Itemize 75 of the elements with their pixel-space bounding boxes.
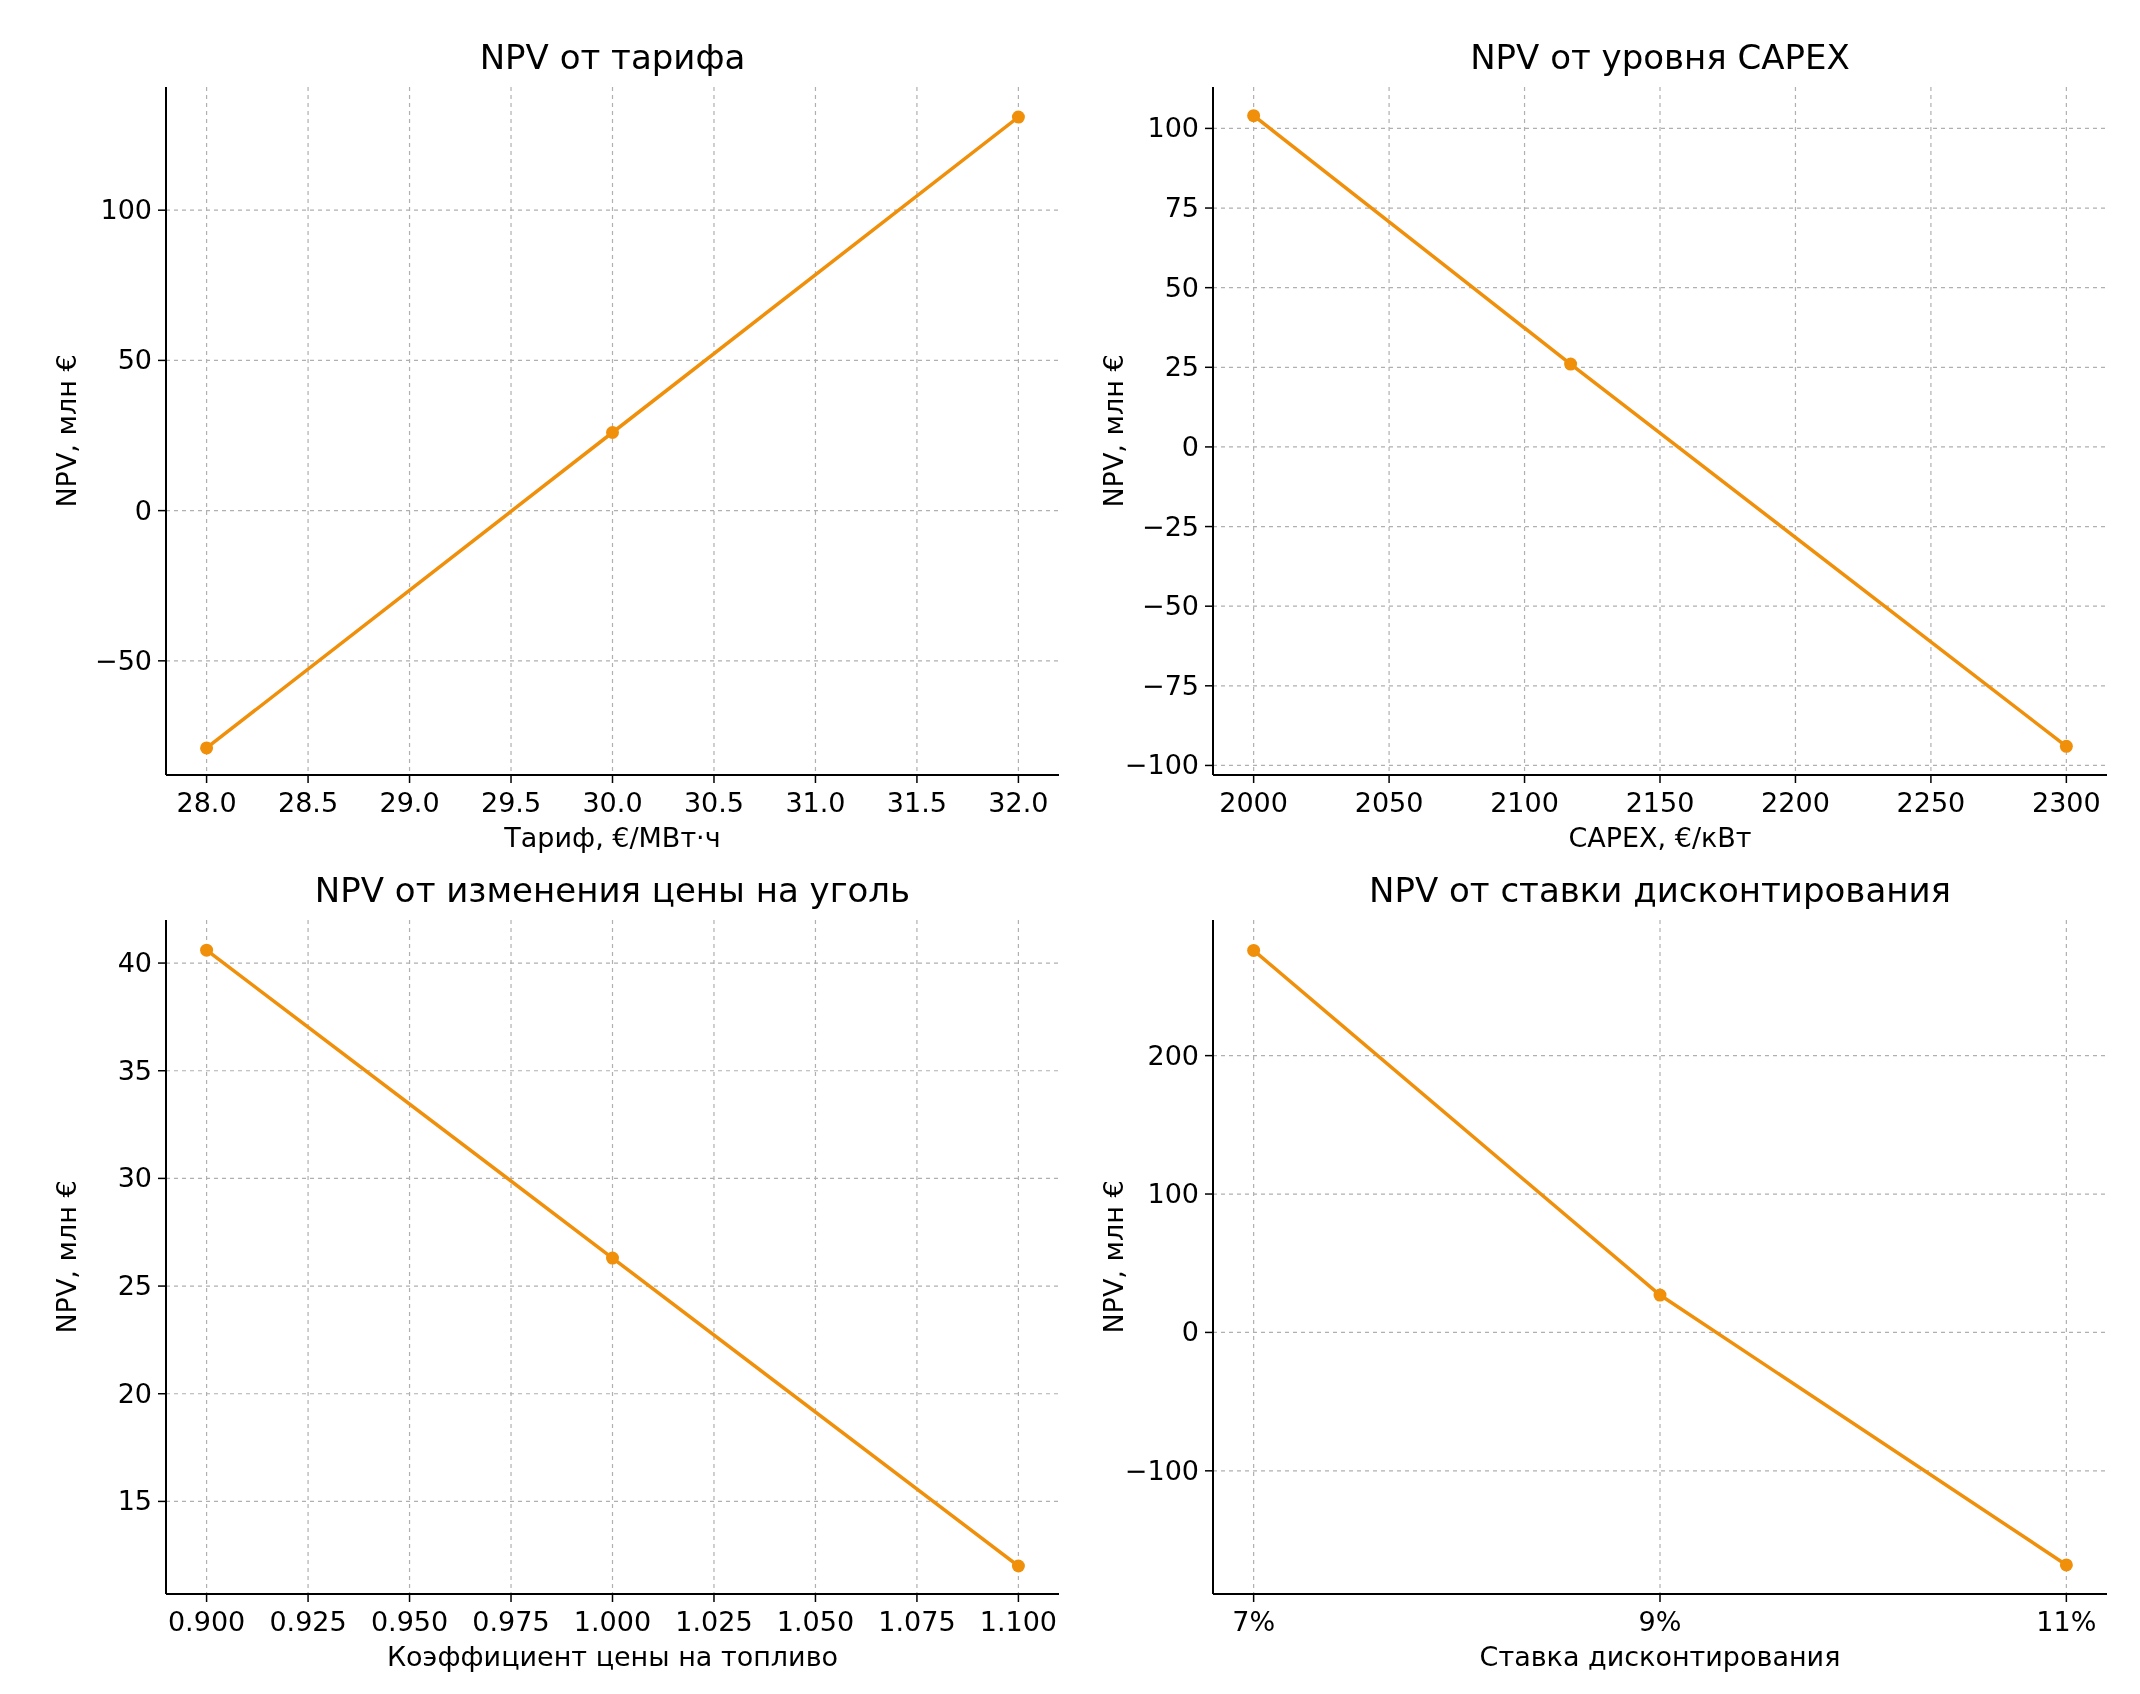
y-tick-label: 20 xyxy=(117,1377,152,1409)
y-tick-label: 50 xyxy=(117,344,152,376)
y-tick-label: 35 xyxy=(117,1054,152,1086)
y-tick-label: 0 xyxy=(1181,430,1199,462)
x-tick-label: 1.100 xyxy=(979,1606,1058,1637)
point xyxy=(1247,943,1261,957)
x-tick-label: 31.5 xyxy=(886,787,947,818)
x-tick-label: 28.0 xyxy=(176,787,237,818)
y-tick-label: 0 xyxy=(134,494,152,526)
y-tick-label: 25 xyxy=(117,1270,152,1302)
y-tick-label: 100 xyxy=(100,194,152,226)
y-tick-label: −50 xyxy=(1142,590,1199,622)
point xyxy=(2059,1558,2073,1572)
chart-title: NPV от тарифа xyxy=(479,37,746,77)
y-axis-title: NPV, млн € xyxy=(1098,354,1129,508)
y-tick-label: −75 xyxy=(1142,669,1199,701)
x-tick-label: 29.5 xyxy=(480,787,542,818)
y-tick-label: 40 xyxy=(117,947,152,979)
x-tick-label: 11% xyxy=(2036,1606,2097,1637)
x-tick-label: 1.050 xyxy=(776,1606,855,1637)
x-axis-title: Тариф, €/МВт·ч xyxy=(503,822,721,853)
point xyxy=(1011,1559,1025,1573)
y-tick-label: 100 xyxy=(1147,1178,1199,1210)
y-axis-title: NPV, млн € xyxy=(51,354,82,508)
x-tick-label: 2100 xyxy=(1490,787,1559,818)
y-tick-label: 0 xyxy=(1181,1316,1199,1348)
x-tick-label: 2150 xyxy=(1625,787,1695,818)
y-tick-label: 15 xyxy=(117,1485,152,1517)
y-tick-label: 200 xyxy=(1147,1039,1199,1071)
point xyxy=(1653,1288,1667,1302)
point xyxy=(606,426,619,439)
x-tick-label: 0.950 xyxy=(370,1606,449,1637)
x-tick-label: 31.0 xyxy=(785,787,846,818)
point xyxy=(200,741,214,755)
x-tick-label: 2250 xyxy=(1896,787,1966,818)
x-tick-label: 1.000 xyxy=(573,1606,652,1637)
x-axis-title: Коэффициент цены на топливо xyxy=(386,1641,839,1672)
point xyxy=(1564,357,1578,371)
x-tick-label: 29.0 xyxy=(379,787,440,818)
chart-title: NPV от ставки дисконтирования xyxy=(1368,870,1952,910)
y-tick-label: 25 xyxy=(1164,351,1199,383)
x-tick-label: 2050 xyxy=(1354,787,1424,818)
point xyxy=(606,1251,619,1265)
x-tick-label: 1.075 xyxy=(878,1606,956,1637)
x-tick-label: 0.925 xyxy=(269,1606,347,1637)
x-tick-label: 7% xyxy=(1232,1606,1276,1637)
x-tick-label: 30.0 xyxy=(582,787,643,818)
y-axis-title: NPV, млн € xyxy=(1098,1180,1129,1334)
x-tick-label: 9% xyxy=(1638,1606,1682,1637)
x-axis-title: CAPEX, €/кВт xyxy=(1568,822,1752,853)
y-tick-label: −100 xyxy=(1124,749,1199,781)
point xyxy=(1247,109,1261,123)
point xyxy=(200,943,214,957)
y-tick-label: 100 xyxy=(1147,112,1199,144)
x-tick-label: 28.5 xyxy=(278,787,339,818)
point xyxy=(2059,739,2073,753)
x-axis-title: Ставка дисконтирования xyxy=(1479,1641,1841,1672)
y-tick-label: 50 xyxy=(1164,271,1199,303)
chart-title: NPV от изменения цены на уголь xyxy=(314,870,911,910)
y-tick-label: −50 xyxy=(95,644,152,676)
x-tick-label: 32.0 xyxy=(988,787,1049,818)
x-tick-label: 30.5 xyxy=(683,787,745,818)
y-tick-label: 30 xyxy=(117,1162,152,1194)
y-tick-label: −100 xyxy=(1124,1454,1199,1486)
x-tick-label: 1.025 xyxy=(675,1606,753,1637)
x-tick-label: 2300 xyxy=(2032,787,2101,818)
x-tick-label: 0.900 xyxy=(167,1606,246,1637)
chart-title: NPV от уровня CAPEX xyxy=(1470,37,1850,77)
x-tick-label: 0.975 xyxy=(472,1606,550,1637)
x-tick-label: 2000 xyxy=(1219,787,1288,818)
y-axis-title: NPV, млн € xyxy=(51,1180,82,1334)
x-tick-label: 2200 xyxy=(1761,787,1830,818)
point xyxy=(1011,110,1025,124)
y-tick-label: 75 xyxy=(1164,192,1199,224)
y-tick-label: −25 xyxy=(1142,510,1199,542)
